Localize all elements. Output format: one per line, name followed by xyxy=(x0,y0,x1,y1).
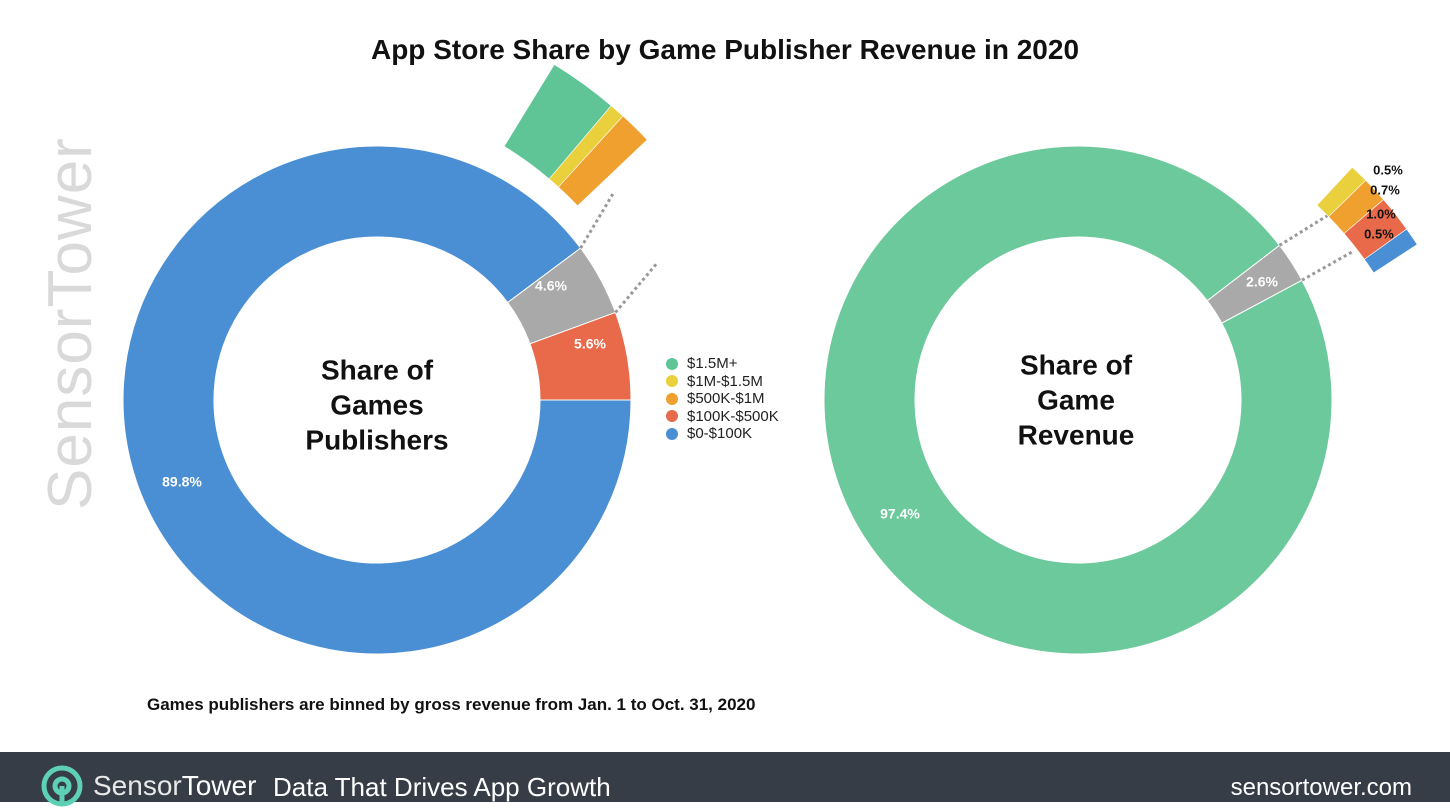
legend: $1.5M+ $1M-$1.5M $500K-$1M $100K-$500K $… xyxy=(666,355,779,443)
breakout-value-label: 0.7% xyxy=(1370,182,1400,197)
legend-item: $500K-$1M xyxy=(666,390,779,408)
brand-sensor: Sensor xyxy=(93,770,182,801)
legend-label: $1.5M+ xyxy=(687,355,738,373)
connector-line xyxy=(579,191,616,249)
footer-tagline: Data That Drives App Growth xyxy=(273,772,611,802)
footnote: Games publishers are binned by gross rev… xyxy=(147,695,756,714)
donut-center-label: Share of xyxy=(321,354,434,385)
breakout-slice xyxy=(1363,228,1418,274)
legend-label: $1M-$1.5M xyxy=(687,372,763,390)
footer-url[interactable]: sensortower.com xyxy=(1230,774,1412,801)
breakout-value-label: 1.0% xyxy=(1366,206,1396,221)
donut-center-label: Publishers xyxy=(305,424,448,455)
legend-swatch xyxy=(666,392,678,405)
breakout-value-label: 1.3% xyxy=(675,227,705,242)
slice-value-label: 5.6% xyxy=(574,336,606,352)
legend-item: $1M-$1.5M xyxy=(666,373,779,391)
brand-tower: Tower xyxy=(181,770,257,801)
donut-center-label: Revenue xyxy=(1018,419,1135,450)
legend-item: $0-$100K xyxy=(666,425,779,443)
breakout-slice xyxy=(558,115,648,207)
breakout-value-label: 2.7% xyxy=(644,180,674,195)
donut-center-label: Game xyxy=(1037,384,1115,415)
legend-swatch xyxy=(666,427,678,440)
connector-line xyxy=(1301,250,1353,282)
legend-label: $0-$100K xyxy=(687,425,753,443)
legend-label: $500K-$1M xyxy=(687,390,765,408)
legend-swatch xyxy=(666,410,678,423)
slice-value-label: 97.4% xyxy=(880,506,920,522)
slice-value-label: 89.8% xyxy=(162,474,202,490)
breakout-value-label: 0.5% xyxy=(1364,226,1394,241)
donut-slice xyxy=(823,145,1333,655)
footer-brand: SensorTower xyxy=(93,770,256,802)
legend-swatch xyxy=(666,357,678,370)
legend-item: $100K-$500K xyxy=(666,408,779,426)
footer-bar: SensorTower Data That Drives App Growth … xyxy=(0,752,1450,807)
slice-value-label: 4.6% xyxy=(535,278,567,294)
connector-line xyxy=(1278,212,1331,247)
legend-swatch xyxy=(666,375,678,388)
legend-label: $100K-$500K xyxy=(687,407,779,425)
slice-value-label: 2.6% xyxy=(1246,274,1278,290)
sensortower-logo-icon xyxy=(41,765,83,807)
chart-title: App Store Share by Game Publisher Revenu… xyxy=(370,34,1080,65)
chart-canvas: 89.8% 4.6% 5.6% 2.7% 0.6% 1.3% Share of Games Pu… xyxy=(122,64,1418,655)
donut-slice xyxy=(529,311,632,401)
donut-slice xyxy=(1206,244,1303,324)
donut-center-label: Games xyxy=(330,389,423,420)
legend-item: $1.5M+ xyxy=(666,355,779,373)
breakout-value-label: 0.6% xyxy=(663,209,693,224)
connector-line xyxy=(614,261,660,314)
breakout-value-label: 0.5% xyxy=(1373,162,1403,177)
chart-area: SensorTower 89.8% 4.6% 5.6% 2.7% 0.6% 1.3% Sha… xyxy=(36,34,1418,714)
donut-slice xyxy=(122,145,632,655)
donut-center-label: Share of xyxy=(1020,349,1133,380)
